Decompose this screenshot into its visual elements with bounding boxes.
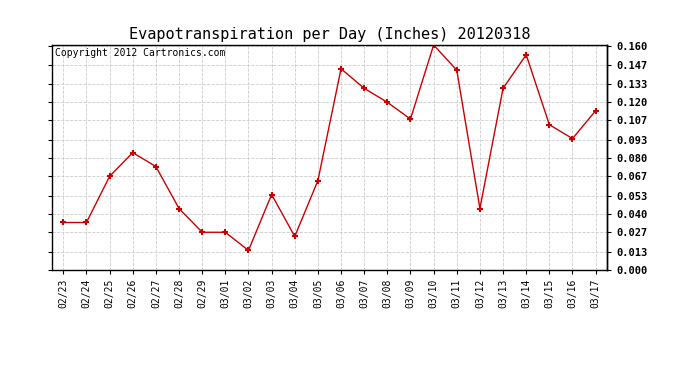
Title: Evapotranspiration per Day (Inches) 20120318: Evapotranspiration per Day (Inches) 2012…	[129, 27, 530, 42]
Text: Copyright 2012 Cartronics.com: Copyright 2012 Cartronics.com	[55, 48, 225, 58]
